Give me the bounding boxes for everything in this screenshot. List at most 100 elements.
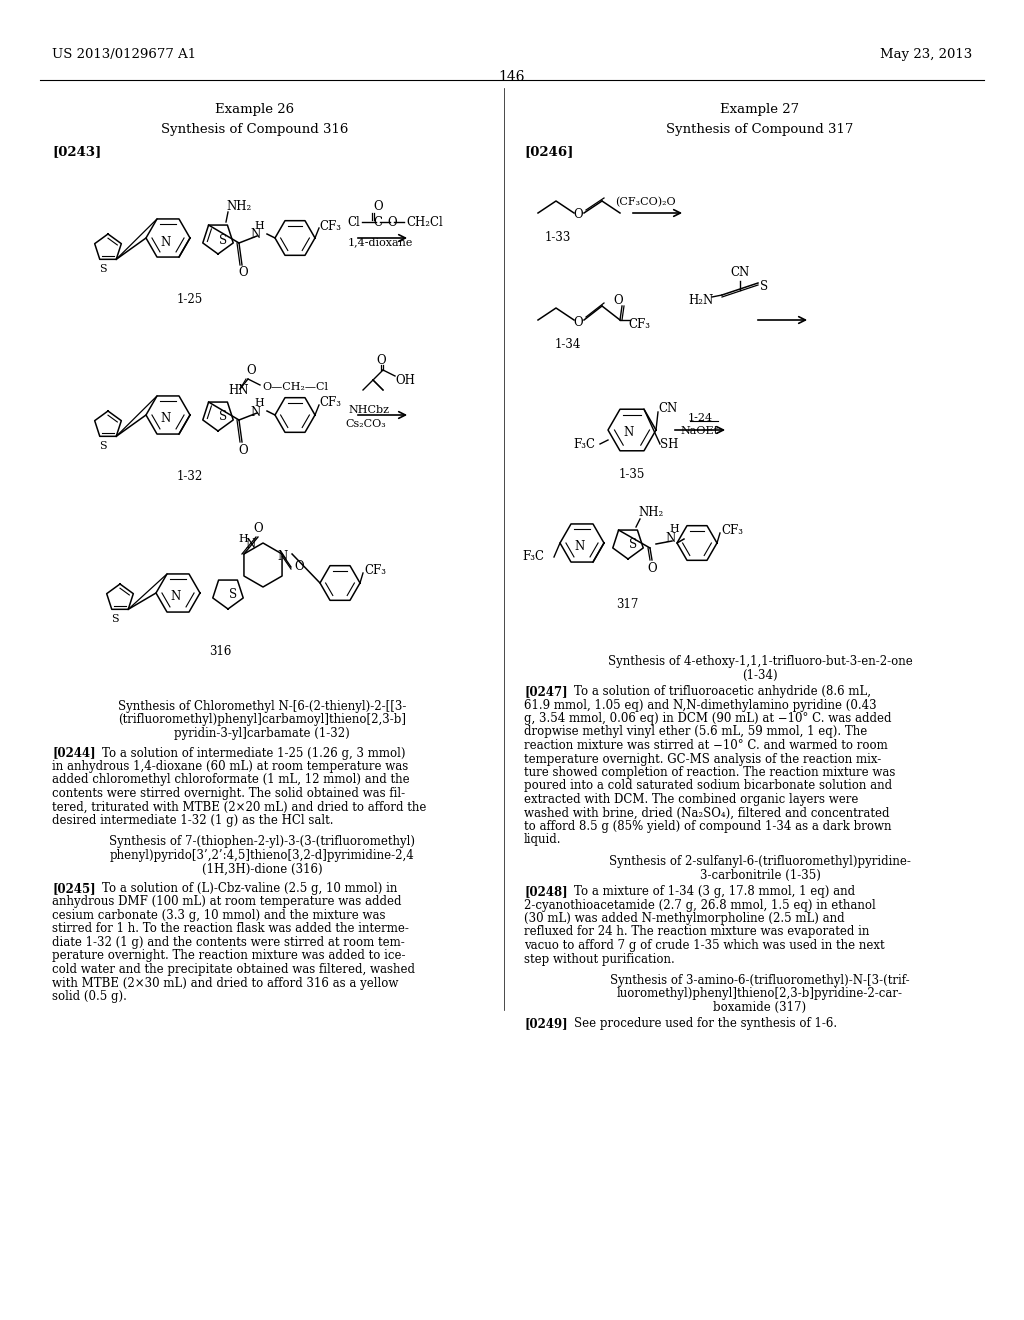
Text: OH: OH	[395, 374, 415, 387]
Text: H: H	[254, 399, 264, 408]
Text: CH₂Cl: CH₂Cl	[406, 215, 442, 228]
Text: [0248]: [0248]	[524, 884, 567, 898]
Text: N: N	[624, 426, 634, 440]
Text: (30 mL) was added N-methylmorpholine (2.5 mL) and: (30 mL) was added N-methylmorpholine (2.…	[524, 912, 845, 925]
Text: O: O	[647, 561, 656, 574]
Text: 1-33: 1-33	[545, 231, 571, 244]
Text: in anhydrous 1,4-dioxane (60 mL) at room temperature was: in anhydrous 1,4-dioxane (60 mL) at room…	[52, 760, 409, 774]
Text: S: S	[112, 614, 119, 624]
Text: cesium carbonate (3.3 g, 10 mmol) and the mixture was: cesium carbonate (3.3 g, 10 mmol) and th…	[52, 909, 385, 921]
Text: anhydrous DMF (100 mL) at room temperature was added: anhydrous DMF (100 mL) at room temperatu…	[52, 895, 401, 908]
Text: S: S	[99, 264, 106, 275]
Text: (trifluoromethyl)phenyl]carbamoyl]thieno[2,3-b]: (trifluoromethyl)phenyl]carbamoyl]thieno…	[118, 714, 406, 726]
Text: ture showed completion of reaction. The reaction mixture was: ture showed completion of reaction. The …	[524, 766, 895, 779]
Text: Synthesis of 2-sulfanyl-6-(trifluoromethyl)pyridine-: Synthesis of 2-sulfanyl-6-(trifluorometh…	[609, 855, 911, 869]
Text: 1,4-dioxane: 1,4-dioxane	[347, 238, 413, 247]
Text: SH: SH	[660, 437, 678, 450]
Text: Example 26: Example 26	[215, 103, 295, 116]
Text: 61.9 mmol, 1.05 eq) and N,N-dimethylamino pyridine (0.43: 61.9 mmol, 1.05 eq) and N,N-dimethylamin…	[524, 698, 877, 711]
Text: O: O	[239, 267, 248, 280]
Text: 317: 317	[615, 598, 638, 611]
Text: 1-32: 1-32	[177, 470, 203, 483]
Text: [0245]: [0245]	[52, 882, 95, 895]
Text: [0244]: [0244]	[52, 747, 95, 759]
Text: dropwise methyl vinyl ether (5.6 mL, 59 mmol, 1 eq). The: dropwise methyl vinyl ether (5.6 mL, 59 …	[524, 726, 867, 738]
Text: HN: HN	[228, 384, 249, 397]
Text: H: H	[254, 220, 264, 231]
Text: O: O	[613, 293, 623, 306]
Text: pyridin-3-yl]carbamate (1-32): pyridin-3-yl]carbamate (1-32)	[174, 727, 350, 741]
Text: NH₂: NH₂	[638, 507, 664, 520]
Text: H₂N: H₂N	[689, 293, 714, 306]
Text: CN: CN	[730, 267, 750, 280]
Text: Synthesis of Compound 317: Synthesis of Compound 317	[667, 123, 854, 136]
Text: perature overnight. The reaction mixture was added to ice-: perature overnight. The reaction mixture…	[52, 949, 406, 962]
Text: N: N	[251, 405, 261, 418]
Text: Cl: Cl	[347, 215, 360, 228]
Text: To a mixture of 1-34 (3 g, 17.8 mmol, 1 eq) and: To a mixture of 1-34 (3 g, 17.8 mmol, 1 …	[559, 884, 855, 898]
Text: F₃C: F₃C	[573, 437, 595, 450]
Text: O: O	[373, 201, 383, 214]
Text: Cs₂CO₃: Cs₂CO₃	[346, 418, 386, 429]
Text: Synthesis of 7-(thiophen-2-yl)-3-(3-(trifluoromethyl): Synthesis of 7-(thiophen-2-yl)-3-(3-(tri…	[109, 836, 415, 849]
Text: Synthesis of Chloromethyl N-[6-(2-thienyl)-2-[[3-: Synthesis of Chloromethyl N-[6-(2-thieny…	[118, 700, 407, 713]
Text: (1-34): (1-34)	[742, 668, 778, 681]
Text: [0249]: [0249]	[524, 1018, 567, 1031]
Text: See procedure used for the synthesis of 1-6.: See procedure used for the synthesis of …	[559, 1018, 838, 1031]
Text: C: C	[374, 215, 383, 228]
Text: (CF₃CO)₂O: (CF₃CO)₂O	[614, 197, 675, 207]
Text: O: O	[387, 215, 397, 228]
Text: O: O	[239, 444, 248, 457]
Text: 3-carbonitrile (1-35): 3-carbonitrile (1-35)	[699, 869, 820, 882]
Text: solid (0.5 g).: solid (0.5 g).	[52, 990, 127, 1003]
Text: O: O	[246, 364, 256, 378]
Text: O: O	[376, 354, 386, 367]
Text: N: N	[666, 532, 676, 545]
Text: NaOEt: NaOEt	[681, 426, 719, 436]
Text: (1H,3H)-dione (316): (1H,3H)-dione (316)	[202, 862, 323, 875]
Text: N: N	[251, 228, 261, 242]
Text: stirred for 1 h. To the reaction flask was added the interme-: stirred for 1 h. To the reaction flask w…	[52, 923, 409, 936]
Text: O: O	[573, 209, 583, 222]
Text: 1-25: 1-25	[177, 293, 203, 306]
Text: N: N	[161, 235, 171, 248]
Text: H: H	[239, 535, 248, 544]
Text: O: O	[573, 315, 583, 329]
Text: [0246]: [0246]	[524, 145, 573, 158]
Text: 1-35: 1-35	[618, 469, 645, 480]
Text: to afford 8.5 g (85% yield) of compound 1-34 as a dark brown: to afford 8.5 g (85% yield) of compound …	[524, 820, 892, 833]
Text: N: N	[171, 590, 181, 603]
Text: cold water and the precipitate obtained was filtered, washed: cold water and the precipitate obtained …	[52, 964, 415, 975]
Text: added chloromethyl chloroformate (1 mL, 12 mmol) and the: added chloromethyl chloroformate (1 mL, …	[52, 774, 410, 787]
Text: S: S	[219, 234, 227, 247]
Text: CN: CN	[658, 401, 677, 414]
Text: 2-cyanothioacetamide (2.7 g, 26.8 mmol, 1.5 eq) in ethanol: 2-cyanothioacetamide (2.7 g, 26.8 mmol, …	[524, 899, 876, 912]
Text: H: H	[669, 524, 679, 535]
Text: refluxed for 24 h. The reaction mixture was evaporated in: refluxed for 24 h. The reaction mixture …	[524, 925, 869, 939]
Text: CF₃: CF₃	[319, 396, 341, 409]
Text: S: S	[219, 411, 227, 424]
Text: NH₂: NH₂	[226, 199, 251, 213]
Text: Synthesis of 4-ethoxy-1,1,1-trifluoro-but-3-en-2-one: Synthesis of 4-ethoxy-1,1,1-trifluoro-bu…	[607, 655, 912, 668]
Text: Synthesis of Compound 316: Synthesis of Compound 316	[162, 123, 349, 136]
Text: US 2013/0129677 A1: US 2013/0129677 A1	[52, 48, 197, 61]
Text: N: N	[574, 540, 585, 553]
Text: N: N	[161, 412, 171, 425]
Text: To a solution of trifluoroacetic anhydride (8.6 mL,: To a solution of trifluoroacetic anhydri…	[559, 685, 871, 698]
Text: liquid.: liquid.	[524, 833, 561, 846]
Text: extracted with DCM. The combined organic layers were: extracted with DCM. The combined organic…	[524, 793, 858, 807]
Text: To a solution of (L)-Cbz-valine (2.5 g, 10 mmol) in: To a solution of (L)-Cbz-valine (2.5 g, …	[87, 882, 397, 895]
Text: O—CH₂—Cl: O—CH₂—Cl	[262, 381, 328, 392]
Text: 1-24: 1-24	[687, 413, 713, 422]
Text: luoromethyl)phenyl]thieno[2,3-b]pyridine-2-car-: luoromethyl)phenyl]thieno[2,3-b]pyridine…	[617, 987, 903, 1001]
Text: O: O	[253, 523, 263, 536]
Text: N: N	[278, 550, 288, 564]
Text: CF₃: CF₃	[721, 524, 743, 537]
Text: 146: 146	[499, 70, 525, 84]
Text: washed with brine, dried (Na₂SO₄), filtered and concentrated: washed with brine, dried (Na₂SO₄), filte…	[524, 807, 890, 820]
Text: S: S	[99, 441, 106, 451]
Text: S: S	[760, 281, 768, 293]
Text: To a solution of intermediate 1-25 (1.26 g, 3 mmol): To a solution of intermediate 1-25 (1.26…	[87, 747, 406, 759]
Text: F₃C: F₃C	[522, 550, 544, 564]
Text: CF₃: CF₃	[628, 318, 650, 330]
